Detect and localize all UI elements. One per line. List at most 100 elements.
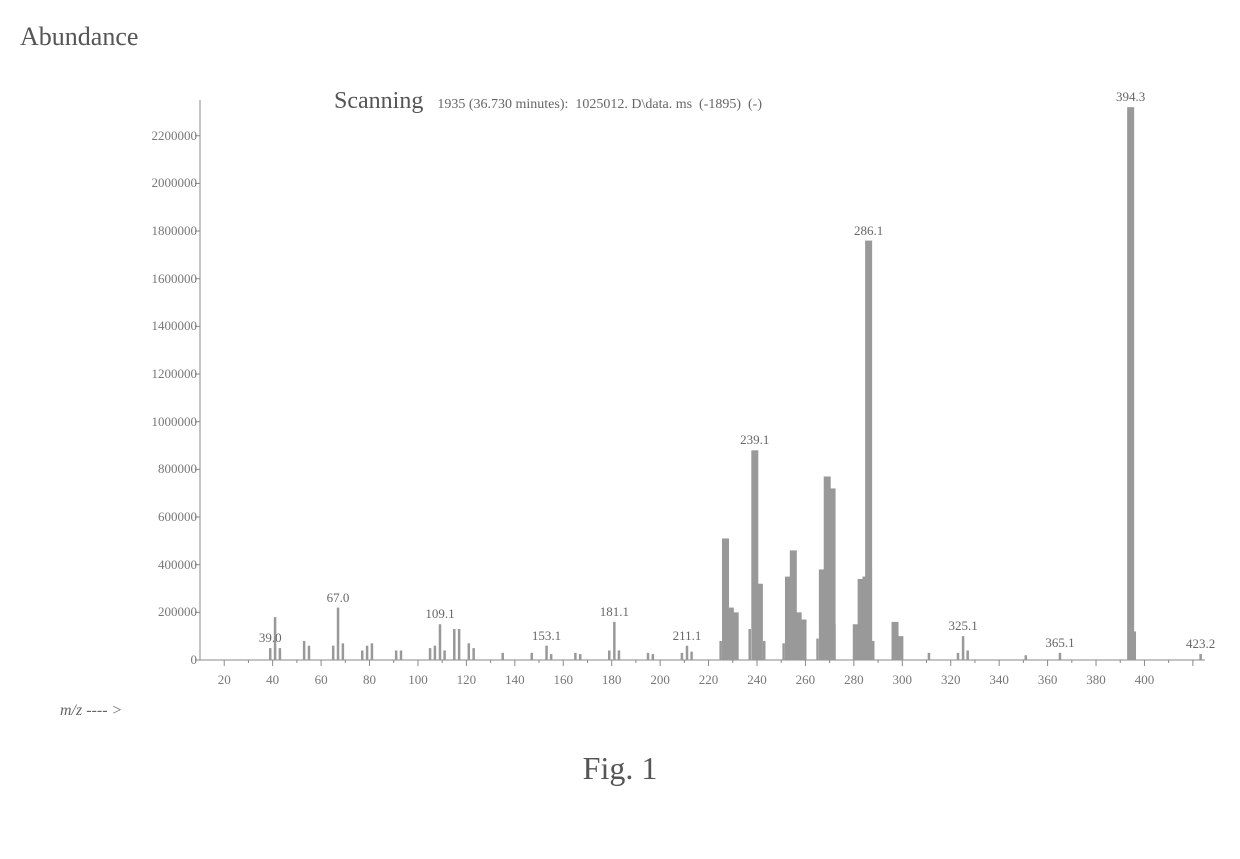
spectrum-peak [1025,655,1028,660]
x-tick-label: 160 [554,672,574,688]
y-tick-label: 0 [127,652,197,668]
spectrum-peak [468,643,471,660]
spectrum-peak [269,648,272,660]
spectrum-peak [472,648,475,660]
x-tick-label: 260 [796,672,816,688]
y-tick-label: 1400000 [127,318,197,334]
spectrum-peak [1059,653,1062,660]
spectrum-svg [120,100,1205,690]
y-tick-label: 400000 [127,557,197,573]
spectrum-peak [501,653,504,660]
peak-label: 153.1 [532,628,561,644]
x-tick-label: 40 [266,672,279,688]
spectrum-peak [371,643,374,660]
spectrum-peak [361,650,364,660]
spectrum-peak [303,641,306,660]
peak-label: 211.1 [673,628,702,644]
x-axis-title: m/z ---- > [60,702,122,720]
spectrum-peak [681,653,684,660]
y-tick-label: 1200000 [127,366,197,382]
peak-label: 394.3 [1116,89,1145,105]
page-root: Abundance Scanning1935 (36.730 minutes):… [0,0,1240,859]
spectrum-peak [337,608,340,660]
spectrum-peak [1131,507,1134,660]
x-tick-label: 120 [457,672,477,688]
y-tick-label: 200000 [127,604,197,620]
spectrum-peak [545,646,548,660]
spectrum-peak [279,648,282,660]
figure-caption: Fig. 1 [0,750,1240,787]
spectrum-peak [966,650,969,660]
y-tick-label: 800000 [127,461,197,477]
spectrum-peak [308,646,311,660]
x-tick-label: 220 [699,672,719,688]
spectrum-peak [395,650,398,660]
spectrum-peak [816,639,819,660]
spectrum-peak [434,646,437,660]
spectrum-peak [732,612,739,660]
spectrum-peak [647,653,650,660]
x-tick-label: 60 [315,672,328,688]
spectrum-peak [366,646,369,660]
spectrum-peak [748,629,751,660]
spectrum-peak [1199,654,1202,660]
y-tick-label: 2200000 [127,128,197,144]
spectrum-peak [550,654,553,660]
x-tick-label: 200 [650,672,670,688]
x-tick-label: 340 [989,672,1009,688]
y-tick-label: 600000 [127,509,197,525]
spectrum-peak [782,643,785,660]
spectrum-peak [443,650,446,660]
peak-label: 286.1 [854,223,883,239]
x-tick-label: 400 [1135,672,1155,688]
x-tick-label: 180 [602,672,622,688]
x-tick-label: 80 [363,672,376,688]
spectrum-peak [574,653,577,660]
spectrum-peak [400,650,403,660]
spectrum-peak [652,654,655,660]
spectrum-peak [458,629,461,660]
peak-label: 325.1 [948,618,977,634]
x-tick-label: 140 [505,672,525,688]
peak-label: 423.2 [1186,636,1215,652]
spectrum-peak [870,569,873,660]
peak-label: 67.0 [327,590,350,606]
peak-label: 39.0 [259,630,282,646]
spectrum-peak [1134,631,1137,660]
peak-label: 181.1 [600,604,629,620]
peak-label: 239.1 [740,432,769,448]
spectrum-peak [957,653,960,660]
x-tick-label: 360 [1038,672,1058,688]
peak-label: 365.1 [1045,635,1074,651]
spectrum-peak [618,650,621,660]
spectrum-peak [613,622,616,660]
spectrum-peak [686,646,689,660]
x-tick-label: 240 [747,672,767,688]
x-tick-label: 300 [893,672,913,688]
x-tick-label: 280 [844,672,864,688]
spectrum-peak [690,652,693,660]
x-tick-label: 100 [408,672,428,688]
spectrum-peak [928,653,931,660]
spectrum-peak [896,636,903,660]
y-axis-title: Abundance [20,22,138,52]
spectrum-peak [872,641,875,660]
spectrum-peak [429,648,432,660]
peak-label: 109.1 [425,606,454,622]
mass-spectrum-plot: 0200000400000600000800000100000012000001… [120,100,1205,700]
spectrum-peak [800,619,807,660]
x-tick-label: 320 [941,672,961,688]
y-tick-label: 2000000 [127,175,197,191]
y-tick-label: 1600000 [127,271,197,287]
spectrum-peak [763,641,766,660]
spectrum-peak [756,584,763,660]
spectrum-peak [439,624,442,660]
y-tick-label: 1800000 [127,223,197,239]
spectrum-peak [833,624,836,660]
x-tick-label: 380 [1086,672,1106,688]
spectrum-peak [962,636,965,660]
spectrum-peak [342,643,345,660]
spectrum-peak [608,650,611,660]
x-tick-label: 20 [218,672,231,688]
spectrum-peak [453,629,456,660]
